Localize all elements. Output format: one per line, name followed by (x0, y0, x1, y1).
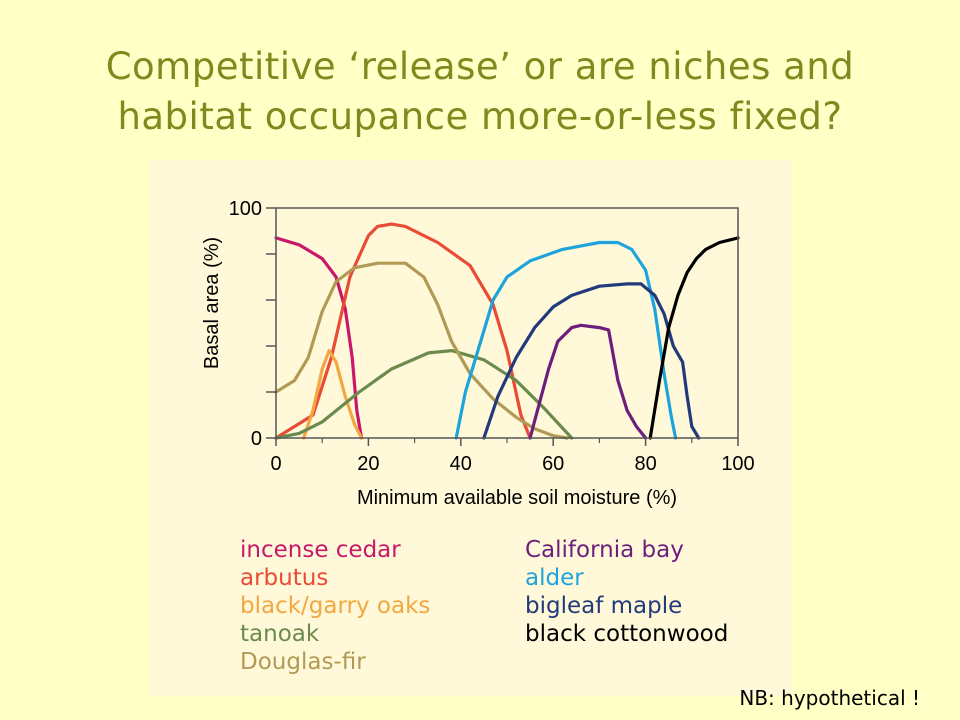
series-line-tanoak (274, 349, 574, 440)
series-line-black-cottonwood (648, 236, 740, 440)
legend-entry-california-bay: California bay (525, 537, 684, 563)
legend-entry-black-cottonwood: black cottonwood (525, 621, 729, 647)
legend-entry-douglas-fir: Douglas-fir (240, 649, 366, 675)
series-line-incense-cedar (274, 236, 364, 440)
legend-entry-incense-cedar: incense cedar (240, 537, 401, 563)
legend-entry-alder: alder (525, 565, 584, 591)
x-tick-label: 100 (721, 453, 754, 475)
series-line-alder (454, 240, 678, 440)
y-tick-label: 0 (251, 428, 262, 450)
legend-column-left: incense cedar arbutus black/garry oaks tano… (240, 536, 430, 676)
slide-title-line-2: habitat occupance more-or-less fixed? (117, 95, 843, 138)
y-axis-label: Basal area (%) (201, 237, 223, 369)
series-line-bigleaf-maple (482, 282, 701, 440)
x-tick-label: 20 (357, 453, 379, 475)
axes-layer: 0 20 40 60 80 100 0 100 (229, 198, 755, 475)
slide-title-line-1: Competitive ‘release’ or are niches and (105, 45, 855, 88)
chart: 0 20 40 60 80 100 0 100 Minimum available soil … (201, 198, 755, 509)
legend-column-right: California bay alder bigleaf maple black co… (525, 536, 728, 648)
hypothetical-note: NB: hypothetical ! (739, 686, 920, 710)
legend-entry-black-garry-oaks: black/garry oaks (240, 593, 431, 619)
x-tick-label: 60 (542, 453, 564, 475)
series-line-arbutus (274, 222, 532, 440)
series-line-california-bay (528, 323, 648, 440)
y-tick-label: 100 (229, 198, 262, 220)
series-line-douglas-fir (274, 261, 569, 440)
series-line-black-garry-oaks (302, 349, 364, 440)
x-axis-label: Minimum available soil moisture (%) (357, 487, 677, 509)
slide-title: Competitive ‘release’ or are niches and … (0, 42, 960, 142)
x-tick-label: 80 (634, 453, 656, 475)
x-tick-label: 0 (270, 453, 281, 475)
series-layer (274, 222, 740, 440)
legend-entry-tanoak: tanoak (240, 621, 320, 647)
x-tick-label: 40 (450, 453, 472, 475)
figure-panel: 0 20 40 60 80 100 0 100 Minimum available soil … (150, 160, 792, 696)
legend-entry-bigleaf-maple: bigleaf maple (525, 593, 683, 619)
legend-entry-arbutus: arbutus (240, 565, 329, 591)
